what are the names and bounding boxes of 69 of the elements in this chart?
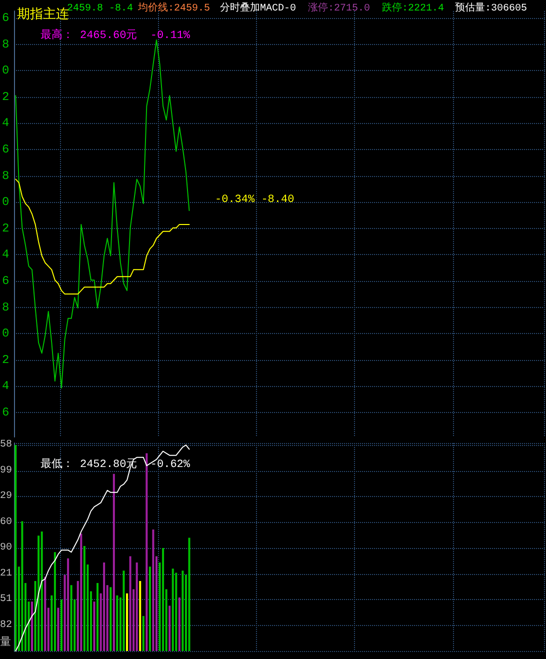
text: 0	[2, 326, 10, 341]
bar	[103, 562, 106, 651]
text: 0	[2, 64, 10, 78]
text: 8	[2, 168, 10, 183]
annotation: 最高： 2465.60元 -0.11%	[40, 28, 190, 42]
bar	[110, 587, 112, 651]
bar	[139, 580, 142, 651]
text: 58	[0, 440, 12, 451]
text: 21	[0, 568, 12, 580]
text: 90	[0, 542, 12, 554]
bar	[60, 600, 62, 651]
text: 跌停:2221.4	[382, 2, 444, 14]
annotation: -0.34% -8.40	[215, 194, 294, 206]
bar	[172, 568, 174, 651]
text: 4	[2, 248, 10, 262]
bar	[136, 562, 138, 651]
bar	[152, 529, 154, 651]
text: 2459.8 -8.4	[67, 4, 134, 14]
bar	[67, 558, 70, 651]
bar	[178, 597, 180, 651]
text: 29	[0, 491, 12, 502]
bar	[162, 548, 164, 651]
bar	[21, 521, 24, 651]
bar	[116, 595, 118, 651]
bar	[31, 602, 34, 651]
bar	[148, 566, 151, 651]
bar	[40, 532, 43, 651]
bar	[129, 556, 132, 651]
bar	[168, 606, 171, 651]
bar	[122, 570, 125, 651]
text: 2	[2, 352, 10, 367]
bar	[175, 572, 178, 651]
text: 预估量:306605	[455, 2, 528, 14]
bar	[54, 552, 56, 651]
text: 0	[2, 195, 10, 210]
bar	[142, 616, 144, 651]
text: 涨停:2715.0	[308, 2, 370, 14]
text: 8	[2, 300, 10, 314]
text: 6	[2, 142, 10, 156]
bar	[112, 474, 115, 651]
bar	[188, 538, 190, 651]
text: 60	[0, 516, 12, 528]
bar	[93, 602, 96, 651]
text: 6	[2, 406, 10, 420]
text: 8	[2, 37, 10, 52]
bar	[126, 593, 128, 651]
text: 6	[2, 11, 10, 25]
text: 82	[0, 620, 12, 631]
bar	[80, 534, 82, 651]
text: 2	[2, 221, 10, 236]
text: 99	[0, 465, 12, 476]
text: 4	[2, 116, 10, 130]
text: 2	[2, 90, 10, 104]
bar	[146, 453, 148, 651]
text: 51	[0, 594, 12, 606]
text: 量	[0, 636, 11, 649]
bar	[83, 546, 86, 651]
bar	[38, 536, 40, 651]
bar	[14, 445, 17, 651]
bar	[96, 583, 99, 651]
bar	[57, 608, 60, 651]
text: 6	[2, 274, 10, 288]
text: 分时叠加MACD-0	[220, 2, 296, 14]
bar	[44, 576, 46, 651]
text: 均价线:2459.5	[137, 2, 210, 14]
text: 4	[2, 379, 10, 394]
chart-title: 期指主连	[17, 6, 69, 22]
bar	[70, 585, 72, 651]
bar	[182, 570, 184, 651]
